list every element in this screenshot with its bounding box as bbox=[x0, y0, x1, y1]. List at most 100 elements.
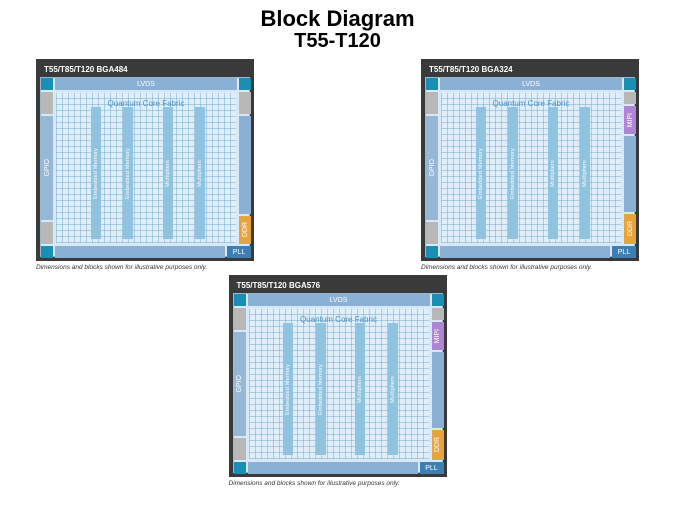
core-column: Embedded Memory bbox=[476, 107, 486, 239]
ddr-block: DDR bbox=[624, 214, 636, 244]
core-column-label: Embedded Memory bbox=[478, 148, 484, 199]
chip-bga484: T55/T85/T120 BGA484 LVDS GPIO DDR PLL Quantum… bbox=[36, 59, 254, 271]
chip-label: T55/T85/T120 BGA324 bbox=[425, 63, 635, 77]
corner-bl bbox=[426, 246, 438, 258]
core-column: Embedded Memory bbox=[123, 107, 133, 239]
core-column-label: Embedded Memory bbox=[510, 148, 516, 199]
core-column-label: Multipliers bbox=[390, 376, 396, 403]
core-column: Multipliers bbox=[548, 107, 558, 239]
left-grey-bot bbox=[234, 438, 246, 460]
pll-block-label: PLL bbox=[233, 249, 245, 256]
mipi-block: MIPI bbox=[624, 106, 636, 134]
chip-frame: T55/T85/T120 BGA576 LVDS GPIO MIPI DDR PLL Qua… bbox=[229, 275, 447, 477]
pll-block: PLL bbox=[227, 246, 251, 258]
core-column-label: Multipliers bbox=[357, 376, 363, 403]
core-column: Embedded Memory bbox=[91, 107, 101, 239]
chip-frame: T55/T85/T120 BGA484 LVDS GPIO DDR PLL Quantum… bbox=[36, 59, 254, 261]
core-column: Embedded Memory bbox=[283, 323, 293, 455]
gpio-block: GPIO bbox=[234, 332, 246, 436]
core-fabric-label: Quantum Core Fabric bbox=[441, 99, 621, 108]
bottom-io-block bbox=[248, 462, 418, 474]
left-grey-top bbox=[426, 92, 438, 114]
corner-bl bbox=[234, 462, 246, 474]
bottom-io-block bbox=[440, 246, 610, 258]
core-fabric-label: Quantum Core Fabric bbox=[249, 315, 429, 324]
corner-tl bbox=[234, 294, 246, 306]
core-column: Multipliers bbox=[388, 323, 398, 455]
left-grey-bot bbox=[426, 222, 438, 244]
mipi-label: MIPI bbox=[434, 329, 441, 343]
chip-body: LVDS GPIO MIPI DDR PLL Quantum Core Fabric Emb… bbox=[425, 77, 635, 257]
right-io-block bbox=[432, 352, 444, 428]
core-column: Multipliers bbox=[355, 323, 365, 455]
chip-bga576: T55/T85/T120 BGA576 LVDS GPIO MIPI DDR PLL Qua… bbox=[229, 275, 447, 487]
ddr-label: DDR bbox=[242, 222, 249, 237]
ddr-label: DDR bbox=[434, 437, 441, 452]
core-fabric-grid: Quantum Core Fabric Embedded Memory Embedd… bbox=[441, 93, 621, 243]
corner-tr bbox=[432, 294, 444, 306]
gpio-block: GPIO bbox=[426, 116, 438, 220]
right-grey-top bbox=[624, 92, 636, 104]
core-column: Embedded Memory bbox=[508, 107, 518, 239]
corner-tl bbox=[426, 78, 438, 90]
core-column: Multipliers bbox=[580, 107, 590, 239]
corner-tr bbox=[624, 78, 636, 90]
gpio-label: GPIO bbox=[236, 375, 243, 393]
chip-body: LVDS GPIO DDR PLL Quantum Core Fabric Embedde… bbox=[40, 77, 250, 257]
lvds-block-label: LVDS bbox=[330, 297, 348, 304]
title-block: Block Diagram T55-T120 bbox=[0, 0, 675, 53]
core-column-label: Multipliers bbox=[582, 160, 588, 187]
title-sub: T55-T120 bbox=[0, 30, 675, 53]
core-column-label: Embedded Memory bbox=[285, 364, 291, 415]
row-top: T55/T85/T120 BGA484 LVDS GPIO DDR PLL Quantum… bbox=[0, 59, 675, 271]
title-main: Block Diagram bbox=[0, 6, 675, 32]
chip-bga324: T55/T85/T120 BGA324 LVDS GPIO MIPI DDR PLL Qua… bbox=[421, 59, 639, 271]
core-column: Multipliers bbox=[163, 107, 173, 239]
pll-block: PLL bbox=[612, 246, 636, 258]
lvds-block-label: LVDS bbox=[522, 81, 540, 88]
bottom-io-block bbox=[55, 246, 225, 258]
row-bottom: T55/T85/T120 BGA576 LVDS GPIO MIPI DDR PLL Qua… bbox=[0, 275, 675, 487]
gpio-block: GPIO bbox=[41, 116, 53, 220]
ddr-block: DDR bbox=[239, 216, 251, 244]
chip-label: T55/T85/T120 BGA484 bbox=[40, 63, 250, 77]
lvds-block: LVDS bbox=[248, 294, 430, 306]
lvds-block-label: LVDS bbox=[137, 81, 155, 88]
core-fabric-label: Quantum Core Fabric bbox=[56, 99, 236, 108]
chip-footnote: Dimensions and blocks shown for illustra… bbox=[421, 264, 639, 271]
ddr-label: DDR bbox=[627, 221, 634, 236]
right-io-block bbox=[624, 136, 636, 212]
pll-block: PLL bbox=[420, 462, 444, 474]
core-column: Multipliers bbox=[195, 107, 205, 239]
ddr-block: DDR bbox=[432, 430, 444, 460]
pll-block-label: PLL bbox=[618, 249, 630, 256]
chip-body: LVDS GPIO MIPI DDR PLL Quantum Core Fabric Emb… bbox=[233, 293, 443, 473]
chip-label: T55/T85/T120 BGA576 bbox=[233, 279, 443, 293]
core-column-label: Multipliers bbox=[550, 160, 556, 187]
right-grey-top bbox=[239, 92, 251, 114]
core-fabric-grid: Quantum Core Fabric Embedded Memory Embedd… bbox=[249, 309, 429, 459]
core-column-label: Embedded Memory bbox=[93, 148, 99, 199]
left-grey-bot bbox=[41, 222, 53, 244]
left-grey-top bbox=[41, 92, 53, 114]
mipi-label: MIPI bbox=[627, 113, 634, 127]
core-column-label: Multipliers bbox=[197, 160, 203, 187]
core-fabric-grid: Quantum Core Fabric Embedded Memory Embedd… bbox=[56, 93, 236, 243]
corner-tl bbox=[41, 78, 53, 90]
chip-frame: T55/T85/T120 BGA324 LVDS GPIO MIPI DDR PLL Qua… bbox=[421, 59, 639, 261]
core-column-label: Embedded Memory bbox=[125, 148, 131, 199]
corner-bl bbox=[41, 246, 53, 258]
core-column-label: Multipliers bbox=[165, 160, 171, 187]
core-column: Embedded Memory bbox=[316, 323, 326, 455]
corner-tr bbox=[239, 78, 251, 90]
pll-block-label: PLL bbox=[425, 465, 437, 472]
chip-footnote: Dimensions and blocks shown for illustra… bbox=[229, 480, 447, 487]
gpio-label: GPIO bbox=[429, 159, 436, 177]
right-grey-top bbox=[432, 308, 444, 320]
chip-footnote: Dimensions and blocks shown for illustra… bbox=[36, 264, 254, 271]
right-io-block bbox=[239, 116, 251, 214]
core-column-label: Embedded Memory bbox=[318, 364, 324, 415]
gpio-label: GPIO bbox=[44, 159, 51, 177]
lvds-block: LVDS bbox=[440, 78, 622, 90]
mipi-block: MIPI bbox=[432, 322, 444, 350]
